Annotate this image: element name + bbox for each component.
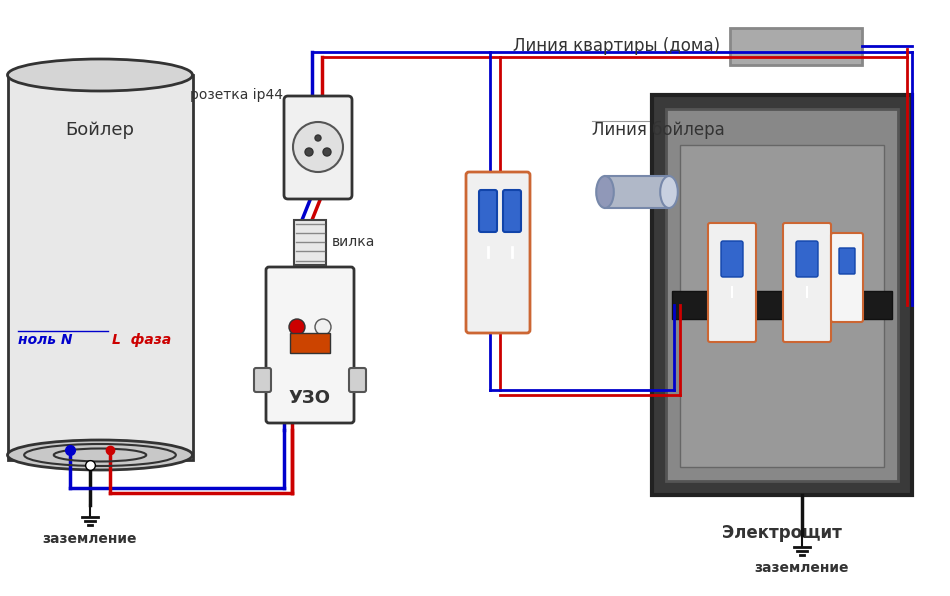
- Bar: [666, 109, 898, 481]
- FancyBboxPatch shape: [466, 172, 530, 333]
- Bar: [290, 333, 330, 353]
- Text: УЗО: УЗО: [289, 389, 331, 407]
- FancyBboxPatch shape: [708, 223, 756, 342]
- Circle shape: [305, 148, 313, 156]
- Ellipse shape: [597, 176, 614, 208]
- Ellipse shape: [660, 176, 677, 208]
- Bar: [672, 291, 892, 319]
- Circle shape: [323, 148, 331, 156]
- Text: розетка ip44: розетка ip44: [190, 88, 283, 102]
- FancyBboxPatch shape: [254, 368, 271, 392]
- Circle shape: [293, 122, 343, 172]
- FancyBboxPatch shape: [479, 190, 497, 232]
- Text: Линия квартиры (дома): Линия квартиры (дома): [513, 37, 720, 55]
- Text: L  фаза: L фаза: [112, 333, 171, 347]
- FancyBboxPatch shape: [349, 368, 366, 392]
- Circle shape: [315, 319, 331, 335]
- Ellipse shape: [8, 440, 193, 470]
- Bar: [294, 220, 326, 265]
- Ellipse shape: [8, 59, 193, 91]
- Bar: [680, 145, 884, 467]
- Circle shape: [289, 319, 305, 335]
- Circle shape: [315, 135, 321, 141]
- Text: Линия бойлера: Линия бойлера: [592, 121, 725, 139]
- Bar: [8, 75, 193, 460]
- FancyBboxPatch shape: [831, 233, 863, 322]
- Bar: [652, 95, 912, 495]
- FancyBboxPatch shape: [266, 267, 354, 423]
- Text: вилка: вилка: [332, 235, 375, 249]
- Text: заземление: заземление: [754, 561, 849, 575]
- FancyBboxPatch shape: [503, 190, 521, 232]
- Text: Бойлер: Бойлер: [66, 121, 135, 139]
- FancyBboxPatch shape: [839, 248, 855, 274]
- FancyBboxPatch shape: [721, 241, 743, 277]
- FancyBboxPatch shape: [284, 96, 352, 199]
- Text: Электрощит: Электрощит: [722, 524, 842, 542]
- Text: ноль N: ноль N: [18, 333, 72, 347]
- Bar: [605, 176, 669, 208]
- Text: заземление: заземление: [43, 532, 137, 546]
- FancyBboxPatch shape: [783, 223, 831, 342]
- Bar: [730, 28, 862, 65]
- FancyBboxPatch shape: [796, 241, 818, 277]
